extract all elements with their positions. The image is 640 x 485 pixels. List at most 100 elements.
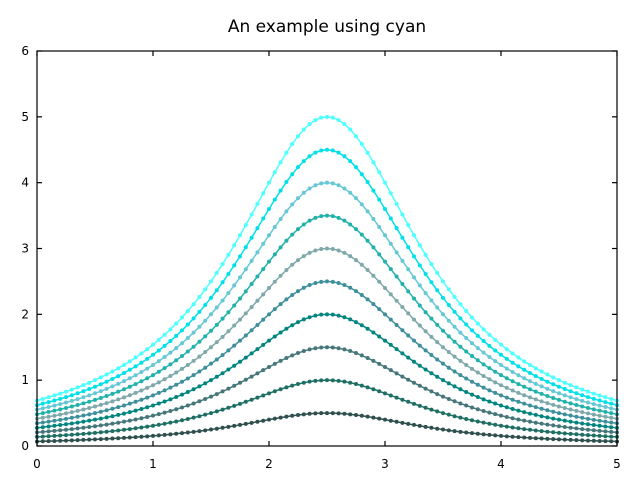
data-point [435,374,440,379]
data-point [296,165,300,170]
data-point [162,355,167,359]
data-point [400,420,405,425]
data-point [336,118,341,123]
data-point [209,345,213,350]
data-point [377,279,382,284]
data-point [197,369,202,374]
data-point [452,429,457,434]
data-point [296,227,300,232]
data-point [133,435,138,440]
data-point [325,180,329,185]
data-point [365,150,370,155]
data-point [458,316,463,321]
data-point [336,215,341,220]
data-point [591,412,596,417]
data-point [255,395,260,400]
data-point [272,334,277,339]
data-point [394,298,399,303]
data-point [301,285,306,290]
y-tick-label: 0 [21,439,29,453]
data-point [52,398,57,403]
data-point [528,427,532,432]
data-point [441,361,445,366]
data-point [64,422,68,427]
data-point [139,425,144,430]
data-point [261,342,266,347]
data-point [75,420,80,425]
data-point [522,401,527,406]
data-point [510,370,515,374]
data-point [603,395,608,400]
data-point [220,334,225,339]
data-point [104,401,109,406]
data-point [52,418,57,423]
data-point [475,395,480,400]
data-point [359,413,364,418]
series-6 [35,246,619,421]
data-point [75,438,80,443]
data-point [504,356,509,361]
data-point [58,428,63,433]
data-point [545,401,550,406]
data-point [278,273,283,278]
data-point [458,415,463,420]
data-point [168,362,173,367]
series-layer [35,114,619,444]
data-point [365,297,370,302]
data-point [591,417,596,422]
data-point [417,243,422,248]
data-point [470,392,474,397]
data-point [354,258,358,263]
data-point [493,380,498,385]
y-tick-label: 4 [21,176,29,190]
data-point [122,435,126,440]
data-point [52,433,57,438]
data-point [98,402,103,407]
data-point [116,397,121,402]
data-point [429,262,434,267]
data-point [464,390,469,395]
data-point [64,427,68,432]
data-point [214,357,219,362]
data-point [110,391,115,396]
data-point [533,420,538,425]
data-point [609,425,614,430]
data-point [487,410,492,415]
data-point [191,316,196,321]
data-point [493,348,498,353]
data-point [110,384,115,389]
data-point [122,403,126,408]
data-point [336,281,341,286]
data-point [487,332,492,337]
data-point [394,395,399,400]
data-point [435,288,440,293]
data-point [481,339,486,343]
data-point [510,397,515,402]
data-point [156,369,161,374]
data-point [226,252,231,257]
data-point [522,410,527,415]
data-point [313,378,318,383]
data-point [296,351,300,356]
data-point [591,391,596,396]
data-point [383,364,387,369]
data-point [394,371,399,376]
data-point [226,424,231,429]
data-point [203,334,208,339]
data-point [162,421,167,426]
data-point [330,279,335,284]
data-point [510,425,515,430]
data-point [464,376,469,381]
data-point [307,186,312,191]
data-point [93,378,97,383]
data-point [81,383,86,388]
data-point [348,222,353,227]
data-point [475,333,480,338]
data-point [180,379,184,384]
data-point [156,401,161,406]
data-point [330,246,335,251]
data-point [371,245,376,250]
data-point [69,398,74,403]
data-point [330,148,335,153]
data-point [394,322,399,327]
